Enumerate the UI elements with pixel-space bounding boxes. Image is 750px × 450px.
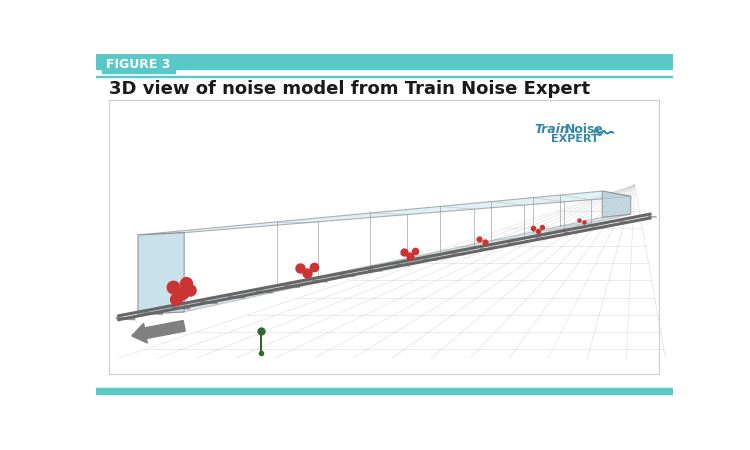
Bar (102, 56, 175, 73)
Polygon shape (602, 191, 631, 217)
Text: EXPERT: EXPERT (551, 135, 599, 144)
FancyArrow shape (132, 320, 185, 343)
Polygon shape (138, 191, 631, 235)
Polygon shape (138, 233, 184, 314)
Bar (96, 388, 674, 394)
Bar (96, 76, 674, 77)
Bar (96, 54, 674, 69)
Text: Noise: Noise (566, 123, 604, 136)
Text: 3D view of noise model from Train Noise Expert: 3D view of noise model from Train Noise … (110, 80, 590, 98)
Bar (110, 100, 659, 374)
Text: FIGURE 3: FIGURE 3 (106, 58, 170, 71)
Text: Train: Train (535, 123, 569, 136)
Polygon shape (138, 214, 631, 314)
